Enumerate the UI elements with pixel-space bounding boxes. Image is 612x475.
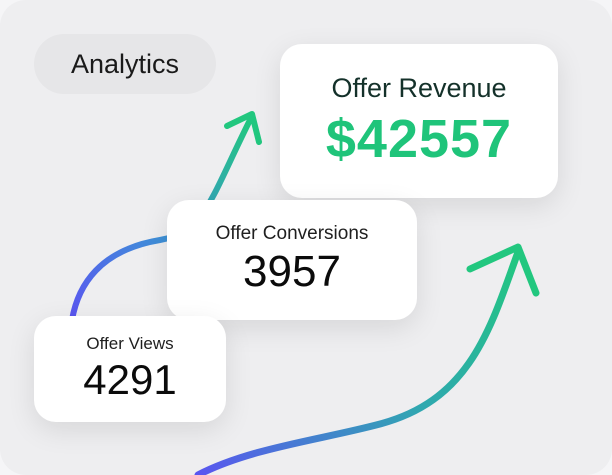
offer-conversions-card: Offer Conversions 3957 — [167, 200, 417, 320]
left-arrowhead-icon — [224, 111, 262, 145]
analytics-badge: Analytics — [34, 34, 216, 94]
offer-conversions-value: 3957 — [243, 247, 341, 296]
left-growth-arrow — [69, 117, 253, 323]
offer-revenue-label: Offer Revenue — [331, 72, 507, 103]
bottom-growth-arrow — [194, 248, 522, 475]
offer-views-label: Offer Views — [86, 334, 174, 353]
offer-views-card: Offer Views 4291 — [34, 316, 226, 422]
offer-conversions-label: Offer Conversions — [215, 223, 369, 244]
offer-views-value: 4291 — [83, 356, 177, 403]
bottom-arrowhead-icon — [466, 243, 540, 297]
analytics-badge-label: Analytics — [70, 48, 180, 79]
offer-revenue-card: Offer Revenue $42557 — [280, 44, 558, 198]
offer-revenue-value: $42557 — [325, 108, 513, 169]
